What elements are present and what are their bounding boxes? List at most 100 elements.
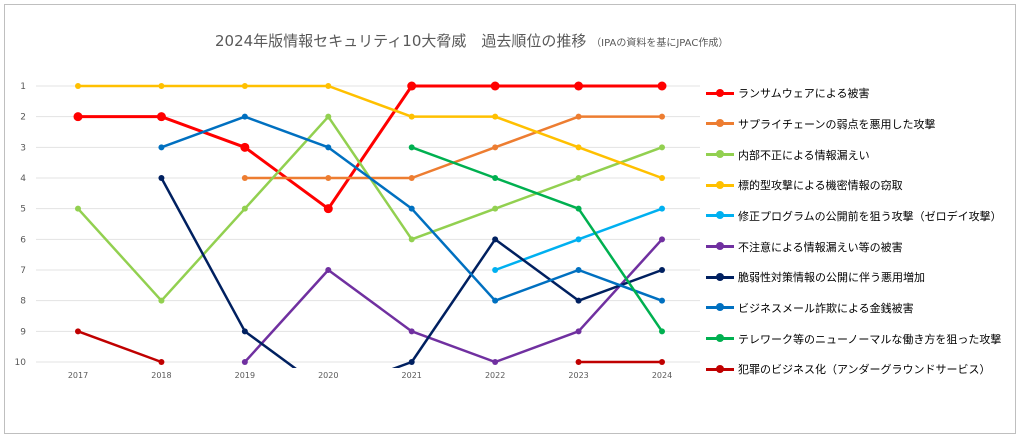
data-point bbox=[408, 205, 415, 212]
y-tick-label: 2 bbox=[20, 113, 26, 123]
chart-subtitle: （IPAの資料を基にJPAC作成） bbox=[591, 38, 729, 49]
series-line bbox=[77, 330, 162, 364]
data-point bbox=[407, 81, 417, 91]
data-point bbox=[659, 359, 665, 365]
series-line bbox=[411, 146, 664, 333]
data-point bbox=[659, 205, 665, 212]
data-point bbox=[156, 112, 166, 122]
data-point bbox=[325, 267, 332, 273]
y-tick-label: 6 bbox=[20, 235, 26, 245]
legend-label: 修正プログラムの公開前を狙う攻撃（ゼロデイ攻撃） bbox=[738, 209, 1002, 223]
data-point bbox=[158, 297, 165, 304]
data-point bbox=[659, 297, 665, 304]
legend-swatch bbox=[706, 272, 734, 281]
data-point bbox=[575, 297, 582, 304]
y-tick-label: 5 bbox=[20, 205, 26, 215]
data-point bbox=[73, 112, 83, 122]
data-point bbox=[325, 175, 332, 181]
data-point bbox=[75, 328, 81, 335]
legend-label: 不注意による情報漏えい等の被害 bbox=[738, 240, 903, 254]
data-point bbox=[659, 175, 665, 181]
data-point bbox=[659, 328, 665, 335]
chart-title: 2024年版情報セキュリティ10大脅威 過去順位の推移 （IPAの資料を基にJP… bbox=[215, 30, 728, 51]
series-group bbox=[73, 81, 667, 368]
data-point bbox=[492, 267, 499, 273]
legend-label: 内部不正による情報漏えい bbox=[738, 148, 870, 162]
data-point bbox=[492, 236, 499, 243]
data-point bbox=[575, 328, 582, 335]
data-point bbox=[240, 142, 250, 152]
data-point bbox=[241, 83, 248, 89]
data-point bbox=[492, 113, 499, 120]
legend-item: サプライチェーンの弱点を悪用した攻撃 bbox=[706, 109, 1002, 140]
y-tick-label: 9 bbox=[20, 327, 26, 337]
chart-frame bbox=[4, 4, 1016, 434]
series-line bbox=[78, 84, 663, 180]
legend-swatch bbox=[706, 303, 734, 312]
data-point bbox=[408, 113, 415, 120]
legend-item: ビジネスメール詐欺による金銭被害 bbox=[706, 293, 1002, 324]
data-point bbox=[408, 359, 415, 365]
data-point bbox=[575, 113, 582, 120]
legend-item: テレワーク等のニューノーマルな働き方を狙った攻撃 bbox=[706, 323, 1002, 354]
legend-swatch bbox=[706, 150, 734, 159]
data-point bbox=[492, 144, 499, 151]
data-point bbox=[408, 236, 415, 243]
data-point bbox=[158, 144, 165, 151]
legend-swatch bbox=[706, 180, 734, 189]
data-point bbox=[408, 144, 415, 151]
data-point bbox=[659, 236, 665, 243]
y-tick-label: 7 bbox=[20, 266, 26, 276]
data-point bbox=[75, 83, 81, 89]
data-point bbox=[575, 359, 582, 365]
series-line bbox=[243, 238, 663, 364]
legend-swatch bbox=[706, 364, 734, 373]
legend-item: 内部不正による情報漏えい bbox=[706, 139, 1002, 170]
y-tick-label: 4 bbox=[20, 174, 26, 184]
title-text: 2024年版情報セキュリティ10大脅威 過去順位の推移 bbox=[215, 32, 587, 50]
x-tick-label: 2021 bbox=[402, 371, 422, 380]
data-point bbox=[325, 113, 332, 120]
data-point bbox=[241, 359, 248, 365]
data-point bbox=[492, 205, 499, 212]
x-tick-label: 2020 bbox=[318, 371, 338, 380]
x-tick-label: 2017 bbox=[68, 371, 88, 380]
legend-swatch bbox=[706, 242, 734, 251]
y-tick-label: 8 bbox=[20, 297, 26, 307]
legend-swatch bbox=[706, 88, 734, 97]
legend-label: サプライチェーンの弱点を悪用した攻撃 bbox=[738, 117, 936, 131]
data-point bbox=[241, 205, 248, 212]
data-point bbox=[659, 113, 665, 120]
data-point bbox=[241, 113, 248, 120]
data-point bbox=[492, 359, 499, 365]
data-point bbox=[241, 328, 248, 335]
legend-label: 脆弱性対策情報の公開に伴う悪用増加 bbox=[738, 271, 925, 285]
data-point bbox=[575, 267, 582, 273]
legend-item: 脆弱性対策情報の公開に伴う悪用増加 bbox=[706, 262, 1002, 293]
legend-label: ランサムウェアによる被害 bbox=[738, 87, 870, 101]
legend-item: 犯罪のビジネス化（アンダーグラウンドサービス） bbox=[706, 354, 1002, 385]
x-tick-label: 2019 bbox=[235, 371, 255, 380]
data-point bbox=[323, 204, 333, 214]
data-point bbox=[408, 175, 415, 181]
y-tick-label: 3 bbox=[20, 143, 26, 153]
data-point bbox=[325, 83, 332, 89]
series-line bbox=[78, 84, 662, 211]
legend-item: 標的型攻撃による機密情報の窃取 bbox=[706, 170, 1002, 201]
legend-label: 標的型攻撃による機密情報の窃取 bbox=[738, 179, 903, 193]
data-point bbox=[659, 267, 665, 273]
x-tick-label: 2023 bbox=[568, 371, 588, 380]
legend-label: テレワーク等のニューノーマルな働き方を狙った攻撃 bbox=[738, 332, 1002, 346]
y-tick-label: 1 bbox=[20, 82, 26, 92]
legend-item: 修正プログラムの公開前を狙う攻撃（ゼロデイ攻撃） bbox=[706, 201, 1002, 232]
data-point bbox=[325, 144, 332, 151]
legend-item: ランサムウェアによる被害 bbox=[706, 78, 1002, 109]
data-point bbox=[158, 359, 165, 365]
y-tick-label: 10 bbox=[15, 358, 27, 368]
data-point bbox=[408, 328, 415, 335]
data-point bbox=[492, 175, 499, 181]
x-tick-label: 2018 bbox=[151, 371, 171, 380]
data-point bbox=[75, 205, 81, 212]
legend-label: 犯罪のビジネス化（アンダーグラウンドサービス） bbox=[738, 363, 991, 377]
